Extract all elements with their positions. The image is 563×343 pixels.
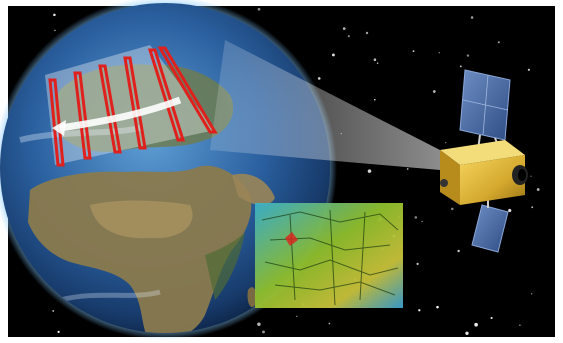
star [365,31,369,35]
scan-line [147,48,186,142]
star [418,309,421,312]
star [374,99,376,101]
star [436,305,439,309]
star [257,7,261,11]
satellite-icon [440,69,528,253]
star [342,27,346,30]
star [531,206,534,209]
star [52,310,55,312]
star [536,188,540,191]
star [497,41,500,44]
star [432,90,436,93]
star [412,50,415,52]
scan-line [98,64,122,154]
star [347,35,350,38]
star [470,16,474,19]
star [296,315,298,318]
star [530,175,532,177]
star [416,262,419,266]
star [414,216,418,219]
star [406,168,409,170]
star [451,207,454,211]
star [459,65,462,68]
scan-line [157,46,218,134]
star [53,13,56,17]
scan-line [73,71,92,160]
scan-line [123,56,147,150]
scan-swath [45,45,218,167]
star [445,142,447,144]
star [328,322,331,325]
star [367,169,372,173]
star [54,29,56,32]
star [508,208,512,213]
star [257,322,261,326]
star [465,331,469,335]
star [457,249,460,253]
star [373,58,377,61]
star [438,51,441,54]
star [317,77,321,80]
star [331,53,335,57]
star [421,220,423,223]
sensor-beam [210,40,440,170]
star [262,330,265,334]
data-map-icon [255,203,403,308]
star [490,316,493,320]
star [530,293,533,295]
star [474,322,478,327]
star [376,62,379,64]
scan-direction-arrow [59,96,182,132]
scan-line [48,78,65,167]
solar-panel-icon [471,204,509,253]
solar-panel-icon [459,69,511,141]
star [57,330,60,334]
star [466,54,470,57]
star [519,324,521,326]
star [527,68,530,71]
